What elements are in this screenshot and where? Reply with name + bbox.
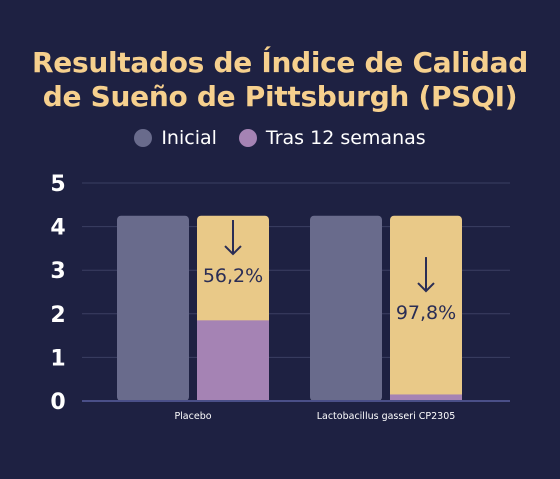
y-tick-label: 0 bbox=[50, 390, 65, 415]
down-arrow-icon bbox=[417, 282, 435, 293]
x-category-label: Placebo bbox=[174, 411, 211, 422]
reduction-label: 97,8% bbox=[396, 302, 456, 324]
legend-item-tras: Tras 12 semanas bbox=[238, 127, 426, 149]
legend-item-inicial: Inicial bbox=[134, 127, 217, 149]
down-arrow-icon bbox=[224, 245, 242, 256]
legend: Inicial Tras 12 semanas bbox=[0, 127, 560, 149]
chart-title: Resultados de Índice de Calidad de Sueño… bbox=[0, 46, 560, 114]
bar-inicial bbox=[117, 215, 189, 401]
y-tick-label: 3 bbox=[50, 259, 65, 284]
x-category-label: Lactobacillus gasseri CP2305 bbox=[317, 411, 456, 422]
y-tick-label: 2 bbox=[50, 303, 65, 328]
bar-inicial bbox=[310, 215, 382, 401]
chart-title-line-2: de Sueño de Pittsburgh (PSQI) bbox=[42, 80, 518, 113]
y-tick-label: 1 bbox=[50, 346, 65, 371]
legend-swatch-tras bbox=[238, 129, 257, 147]
legend-label-inicial: Inicial bbox=[161, 127, 217, 149]
bar-tras bbox=[197, 320, 269, 401]
y-tick-label: 4 bbox=[50, 216, 65, 241]
chart-title-line-1: Resultados de Índice de Calidad bbox=[32, 46, 528, 79]
legend-label-tras: Tras 12 semanas bbox=[265, 127, 426, 149]
y-tick-label: 5 bbox=[50, 172, 65, 197]
bar-reduction-bg bbox=[390, 215, 462, 401]
bar-tras bbox=[390, 394, 462, 401]
reduction-label: 56,2% bbox=[203, 265, 263, 287]
legend-swatch-inicial bbox=[134, 129, 153, 147]
